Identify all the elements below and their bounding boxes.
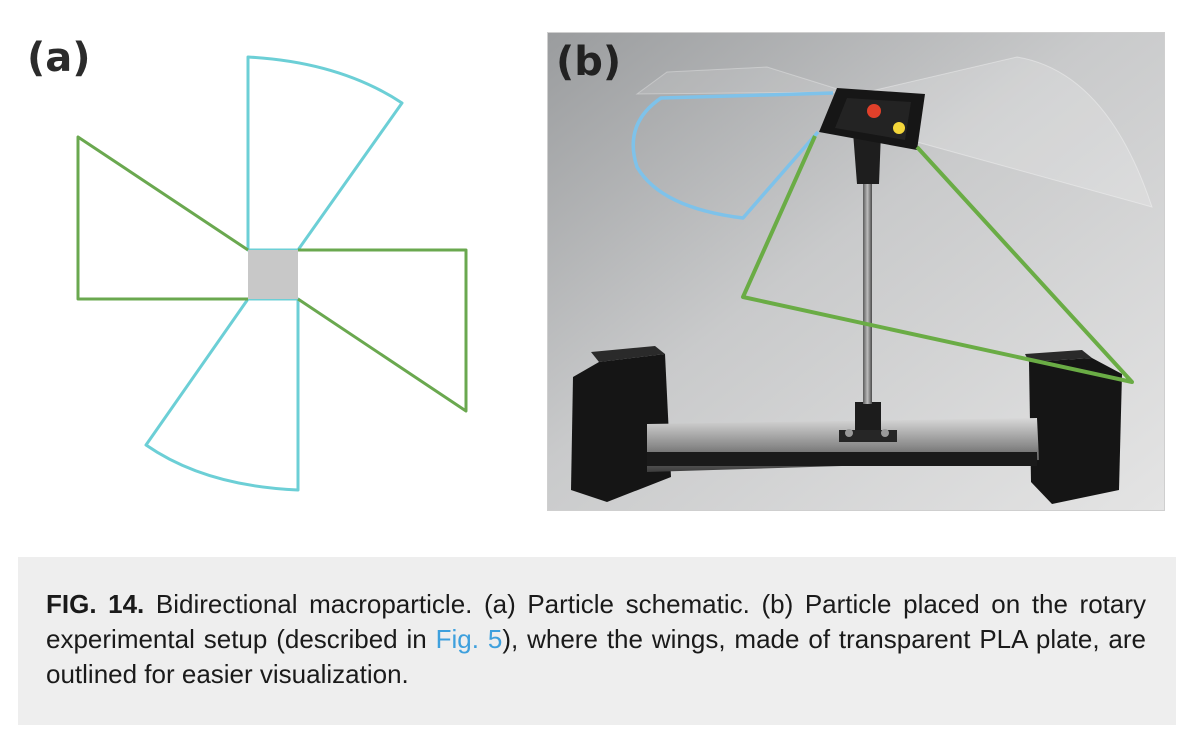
- upper-fan-wing: [246, 55, 404, 252]
- base-left-block-top: [591, 346, 665, 362]
- base-right-block-top: [1025, 350, 1092, 362]
- transparent-plate-left: [635, 66, 848, 95]
- mount-bolt-right: [881, 429, 889, 437]
- photo-frame: [547, 32, 1165, 511]
- base-rail-front: [647, 452, 1037, 466]
- figure-caption: FIG. 14. Bidirectional macroparticle. (a…: [46, 587, 1146, 692]
- panel-b-label: (b): [556, 39, 622, 85]
- yellow-marker: [893, 122, 905, 134]
- right-triangle-wing: [297, 248, 468, 413]
- caption-text-part-2: ), where the wings, made of transparent …: [46, 624, 1147, 689]
- hub-square: [248, 250, 298, 299]
- base-right-block: [1029, 358, 1122, 504]
- hub-plate-inner: [835, 98, 911, 140]
- caption-figure-label: FIG. 14.: [46, 589, 145, 619]
- figure-5-link[interactable]: Fig. 5: [435, 624, 503, 654]
- caption-box: FIG. 14. Bidirectional macroparticle. (a…: [18, 557, 1176, 725]
- lower-fan-wing: [144, 297, 300, 492]
- triangle-wing-outline: [741, 135, 1134, 384]
- experimental-setup-photo: [547, 32, 1165, 511]
- red-marker: [867, 104, 881, 118]
- fan-wing-outline: [631, 91, 834, 220]
- transparent-plate-right: [866, 56, 1153, 208]
- panel-a-label: (a): [27, 35, 91, 81]
- particle-schematic: [76, 55, 468, 492]
- caption-text-part-1: Bidirectional macroparticle. (a) Particl…: [46, 589, 1147, 654]
- rod-top-holder: [853, 132, 881, 184]
- base-left-block: [571, 354, 671, 502]
- left-triangle-wing: [76, 135, 249, 301]
- vertical-rod: [863, 182, 872, 404]
- mount-bolt-left: [845, 429, 853, 437]
